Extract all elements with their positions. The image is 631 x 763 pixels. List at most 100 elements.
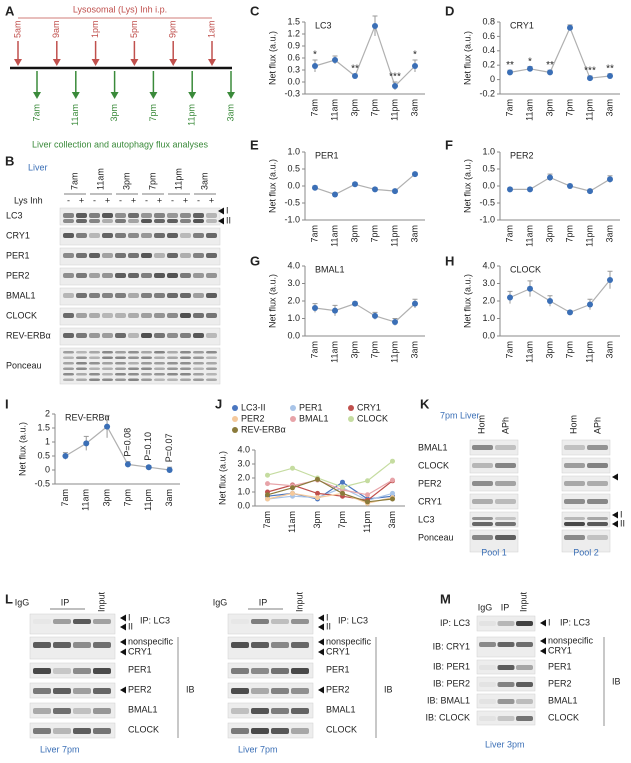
row-label: PER1 <box>128 664 152 674</box>
x-tick-label: 11am <box>524 225 534 247</box>
y-tick-label: 0.8 <box>482 16 495 26</box>
series-line <box>267 480 393 502</box>
blot-band <box>53 619 71 624</box>
sign: - <box>119 195 122 205</box>
arrowhead <box>120 614 126 622</box>
blot-band <box>63 333 74 338</box>
blot-strip <box>59 267 221 286</box>
blot-band <box>115 219 126 223</box>
x-tick-label: 11am <box>287 511 297 533</box>
blot-band <box>141 253 152 258</box>
x-tick-label: 11am <box>524 99 534 121</box>
blot-band <box>89 367 100 370</box>
data-point <box>315 490 320 496</box>
x-tick-label: 7am <box>504 341 514 359</box>
blot-band <box>271 642 289 648</box>
timeline-top-text: Lysosomal (Lys) Inh i.p. <box>73 4 167 14</box>
y-tick-label: 1.0 <box>287 313 300 323</box>
sign: - <box>171 195 174 205</box>
row-label: PER2 <box>326 684 350 694</box>
blot-strip <box>469 493 519 510</box>
data-point <box>527 186 533 193</box>
data-point <box>265 472 270 478</box>
data-point <box>312 184 318 191</box>
panel-label: H <box>445 253 454 268</box>
blot-band <box>63 219 74 223</box>
y-tick-label: 0.0 <box>237 500 250 510</box>
panel-label: D <box>445 3 454 18</box>
y-tick-label: 4.0 <box>482 260 495 270</box>
x-tick-label: 7pm <box>564 225 574 243</box>
blot-strip <box>59 227 221 246</box>
blot-band <box>206 293 217 298</box>
data-point <box>607 73 613 79</box>
legend-label: BMAL1 <box>299 413 329 423</box>
blot-band <box>141 273 152 278</box>
blot-band <box>564 535 585 540</box>
blot-band <box>154 233 165 238</box>
x-tick-label: 7pm <box>337 511 347 529</box>
y-tick-label: -0.5 <box>479 197 495 207</box>
y-axis-label: Net flux (a.u.) <box>267 31 277 85</box>
blot-band <box>154 273 165 278</box>
blot-band <box>115 313 126 318</box>
column-label: IgG <box>213 597 228 607</box>
blot-band <box>154 351 165 354</box>
blot-band <box>193 333 204 338</box>
annotation: * <box>413 50 417 61</box>
blot-band <box>271 668 289 674</box>
data-point <box>83 440 90 447</box>
blot-band <box>76 367 87 370</box>
blot-band <box>89 253 100 258</box>
blot-band <box>193 213 204 218</box>
annotation: ** <box>506 60 514 71</box>
blot-band <box>89 273 100 278</box>
blot-band <box>472 463 493 468</box>
blot-band <box>231 688 249 694</box>
y-tick-label: 0.2 <box>482 60 495 70</box>
row-label: CLOCK <box>418 460 449 470</box>
blot-band <box>206 233 217 238</box>
row-label: LC3 <box>418 514 435 524</box>
blot-band <box>206 219 217 223</box>
y-tick-label: -0.5 <box>284 197 300 207</box>
x-tick-label: 11am <box>81 489 91 511</box>
blot-band <box>251 642 269 648</box>
blot-band <box>89 293 100 298</box>
inject-time: 1pm <box>90 20 100 38</box>
arrowhead <box>208 59 216 66</box>
y-axis-label: Net flux (a.u.) <box>217 451 227 505</box>
blot-band <box>89 313 100 318</box>
x-tick-label: 3pm <box>544 225 554 243</box>
data-point <box>365 492 370 498</box>
data-point <box>372 312 378 319</box>
panel-label: K <box>420 396 430 411</box>
x-tick-label: 7pm <box>369 99 379 117</box>
legend-swatch <box>290 405 296 411</box>
row-label: BMAL1 <box>326 704 356 714</box>
arrowhead <box>612 511 618 519</box>
series-line <box>267 460 393 488</box>
blot-strip <box>227 682 314 699</box>
data-point <box>104 423 111 430</box>
row-label: IP: LC3 <box>440 618 470 628</box>
blot-band <box>102 253 113 258</box>
blot-band <box>93 728 111 734</box>
data-point <box>332 191 338 198</box>
annotation: ** <box>606 63 614 74</box>
blot-band <box>564 481 585 486</box>
y-tick-label: 2.0 <box>482 295 495 305</box>
blot-band <box>89 333 100 338</box>
blot-band <box>102 367 113 370</box>
blot-band <box>53 642 71 648</box>
data-point <box>607 277 613 283</box>
blot-band <box>587 481 608 486</box>
data-point <box>587 188 593 195</box>
blot-band <box>102 273 113 278</box>
data-point <box>392 83 398 89</box>
blot-band <box>231 619 249 624</box>
blot-band <box>497 665 515 670</box>
x-tick-label: 11am <box>329 99 339 121</box>
y-tick-label: 3.0 <box>482 278 495 288</box>
blot-band <box>587 517 608 520</box>
